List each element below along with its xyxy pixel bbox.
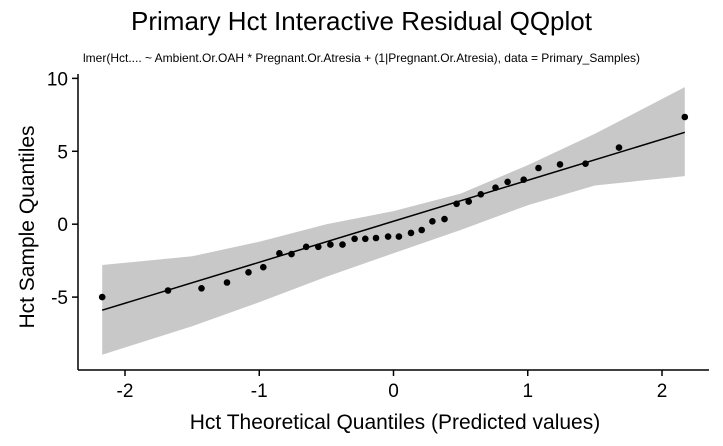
data-point-17 bbox=[395, 233, 403, 240]
chart-subtitle: lmer(Hct.... ~ Ambient.Or.OAH * Pregnant… bbox=[83, 51, 640, 65]
y-axis-title: Hct Sample Quantiles bbox=[16, 125, 39, 328]
data-point-32 bbox=[681, 113, 689, 121]
fit-line bbox=[101, 131, 686, 311]
data-point-21 bbox=[441, 215, 448, 223]
data-point-15 bbox=[372, 234, 380, 242]
data-point-5 bbox=[245, 269, 252, 276]
data-point-22 bbox=[453, 200, 460, 208]
data-point-3 bbox=[198, 285, 205, 292]
x-tick-label-3: 0 bbox=[388, 381, 399, 402]
x-tick-label-5: 2 bbox=[657, 381, 668, 402]
data-point-8 bbox=[288, 250, 295, 258]
data-point-20 bbox=[429, 218, 436, 225]
chart-title: Primary Hct Interactive Residual QQplot bbox=[131, 6, 592, 36]
points-layer bbox=[98, 113, 689, 301]
data-point-31 bbox=[615, 144, 623, 151]
data-point-7 bbox=[276, 250, 283, 257]
axes-layer: -2 -1 0 1 2 -5 0 5 10 bbox=[47, 69, 709, 402]
data-point-26 bbox=[504, 178, 511, 186]
data-point-25 bbox=[492, 184, 499, 191]
data-point-14 bbox=[362, 235, 369, 243]
fit-line-layer bbox=[101, 131, 686, 311]
data-point-2 bbox=[164, 287, 172, 294]
y-tick-label-3: 5 bbox=[57, 142, 68, 163]
data-point-13 bbox=[351, 235, 358, 243]
data-point-10 bbox=[315, 243, 322, 251]
data-point-4 bbox=[223, 279, 231, 286]
y-tick-label-4: 10 bbox=[47, 69, 68, 90]
data-point-11 bbox=[327, 241, 334, 248]
x-axis-title: Hct Theoretical Quantiles (Predicted val… bbox=[190, 411, 600, 434]
data-point-29 bbox=[556, 161, 564, 168]
data-point-18 bbox=[407, 229, 415, 237]
x-tick-label-2: -1 bbox=[251, 381, 268, 402]
x-tick-label-4: 1 bbox=[522, 381, 533, 402]
data-point-28 bbox=[535, 164, 542, 172]
data-point-16 bbox=[384, 233, 392, 240]
data-point-27 bbox=[520, 176, 527, 183]
data-point-12 bbox=[339, 241, 346, 248]
data-point-23 bbox=[465, 198, 473, 205]
data-point-1 bbox=[98, 293, 106, 301]
data-point-30 bbox=[582, 160, 589, 167]
data-point-24 bbox=[477, 191, 485, 198]
y-tick-label-1: -5 bbox=[51, 288, 68, 309]
x-tick-label-1: -2 bbox=[117, 381, 134, 402]
data-point-6 bbox=[260, 263, 267, 271]
y-tick-label-2: 0 bbox=[57, 215, 68, 236]
data-point-19 bbox=[418, 226, 426, 234]
data-point-9 bbox=[302, 243, 310, 251]
